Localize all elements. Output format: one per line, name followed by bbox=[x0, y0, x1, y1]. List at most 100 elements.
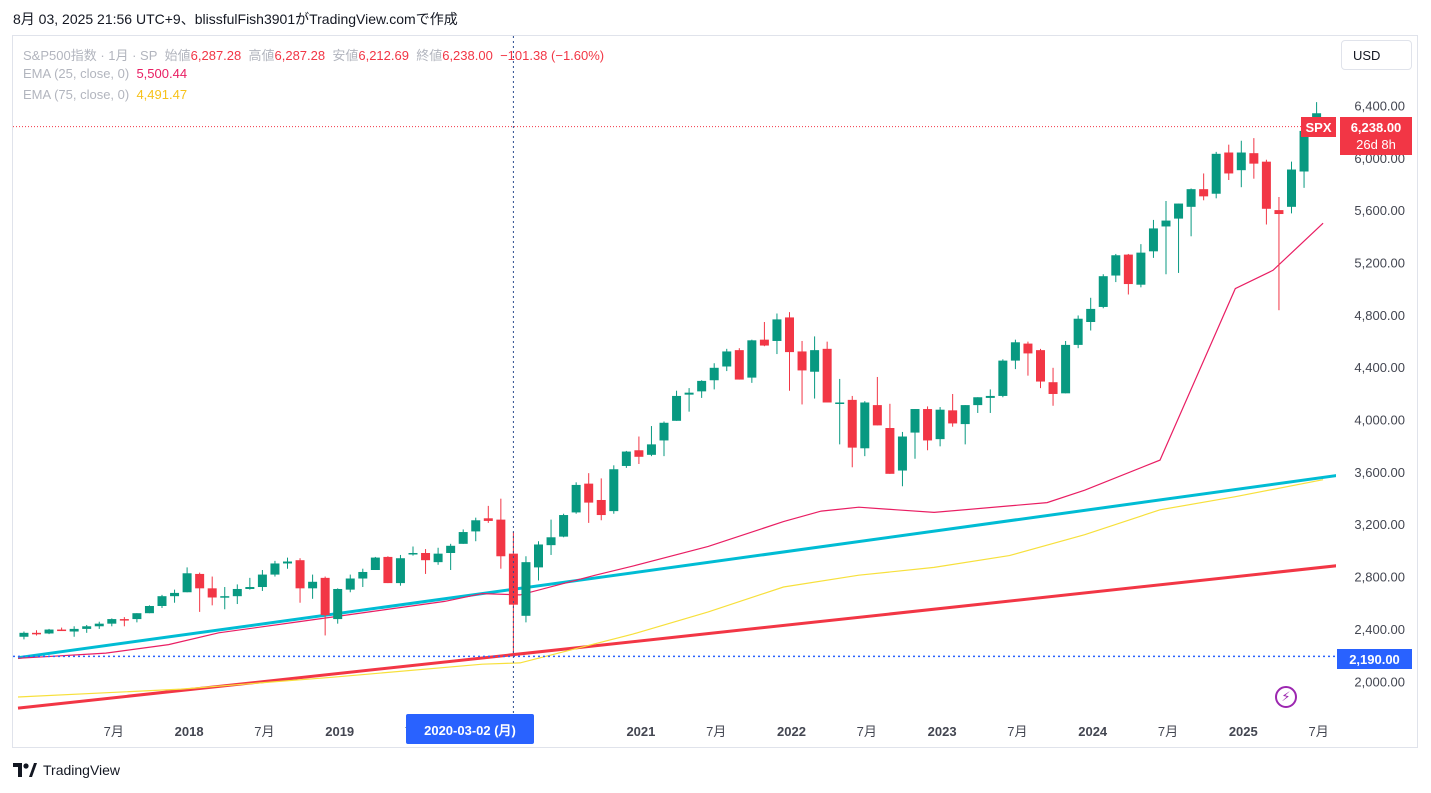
candle-body bbox=[860, 402, 870, 449]
candle-body bbox=[672, 395, 682, 421]
x-axis-tick-label: 7月 bbox=[706, 724, 726, 739]
candle-body bbox=[872, 405, 882, 426]
chart-frame bbox=[12, 35, 1418, 748]
crosshair-date-tag: 2020-03-02 (月) bbox=[406, 714, 534, 744]
x-axis-tick-label: 2023 bbox=[928, 724, 957, 739]
candle-body bbox=[1236, 152, 1246, 171]
ema75-value: 4,491.47 bbox=[136, 87, 188, 102]
legend-open-label: 始値 bbox=[164, 48, 191, 63]
candle-body bbox=[220, 596, 230, 598]
chart-snapshot-header: 8月 03, 2025 21:56 UTC+9、blissfulFish3901… bbox=[13, 11, 458, 27]
x-axis-tick-label: 2018 bbox=[175, 724, 204, 739]
candle-body bbox=[232, 588, 242, 597]
x-axis-tick-label: 7月 bbox=[254, 724, 274, 739]
candle-body bbox=[94, 623, 104, 627]
y-axis-tick-label: 2,000.00 bbox=[1354, 674, 1405, 689]
horizontal-level-tag: 2,190.00 bbox=[1337, 649, 1412, 669]
flash-icon[interactable]: ⚡ bbox=[1275, 686, 1297, 708]
candle-body bbox=[358, 571, 368, 579]
legend-high-label: 高値 bbox=[248, 48, 275, 63]
legend-ema25-row[interactable]: EMA (25, close, 0) 5,500.44 bbox=[23, 66, 187, 81]
y-axis-tick-label: 4,800.00 bbox=[1354, 308, 1405, 323]
x-axis-tick-label: 7月 bbox=[1308, 724, 1328, 739]
y-axis-tick-label: 2,400.00 bbox=[1354, 622, 1405, 637]
bar-countdown: 26d 8h bbox=[1356, 137, 1396, 152]
candle-body bbox=[446, 545, 456, 553]
candle-body bbox=[383, 556, 393, 584]
trendline-cyan bbox=[17, 474, 1336, 660]
candle-body bbox=[1249, 153, 1259, 164]
candle-body bbox=[571, 484, 581, 513]
candle-body bbox=[835, 402, 845, 404]
candle-body bbox=[747, 340, 757, 378]
candle-body bbox=[646, 444, 656, 455]
x-axis-tick-label: 7月 bbox=[1007, 724, 1027, 739]
candle-body bbox=[508, 553, 518, 605]
legend-close-value: 6,238.00 bbox=[442, 48, 493, 63]
candle-body bbox=[44, 629, 54, 634]
y-axis-tick-label: 4,000.00 bbox=[1354, 413, 1405, 428]
candle-body bbox=[1048, 382, 1058, 394]
candle-body bbox=[32, 632, 41, 635]
candle-body bbox=[270, 563, 280, 575]
y-axis-tick-label: 3,600.00 bbox=[1354, 465, 1405, 480]
candle-body bbox=[546, 537, 556, 546]
candle-body bbox=[822, 348, 832, 403]
candle-body bbox=[621, 451, 631, 466]
y-axis-tick-label: 5,200.00 bbox=[1354, 255, 1405, 270]
candle-body bbox=[1186, 189, 1196, 207]
x-axis-tick-label: 2021 bbox=[626, 724, 655, 739]
candle-body bbox=[1274, 210, 1284, 215]
candle-body bbox=[1123, 254, 1133, 285]
candle-body bbox=[320, 577, 330, 616]
candle-body bbox=[634, 450, 644, 457]
legend-ohlc-row: S&P500指数 · 1月 · SP 始値6,287.28 高値6,287.28… bbox=[23, 45, 604, 64]
y-axis-tick-label: 2,800.00 bbox=[1354, 570, 1405, 585]
candle-body bbox=[170, 592, 180, 597]
candle-body bbox=[697, 380, 707, 392]
trendline-red bbox=[17, 564, 1336, 710]
candle-body bbox=[1174, 203, 1184, 219]
legend-open-value: 6,287.28 bbox=[190, 48, 242, 63]
candle-body bbox=[57, 629, 67, 632]
candle-body bbox=[1086, 308, 1096, 322]
candle-body bbox=[245, 587, 255, 589]
candle-body bbox=[960, 405, 970, 425]
candle-body bbox=[1261, 161, 1271, 209]
candle-body bbox=[1287, 169, 1296, 207]
tradingview-brand[interactable]: TradingView bbox=[13, 762, 120, 778]
candle-body bbox=[1199, 189, 1209, 197]
candle-body bbox=[82, 626, 92, 629]
y-axis-tick-label: 3,200.00 bbox=[1354, 517, 1405, 532]
candle-body bbox=[345, 578, 355, 590]
legend-ema75-row[interactable]: EMA (75, close, 0) 4,491.47 bbox=[23, 87, 187, 102]
candle-body bbox=[847, 399, 857, 448]
candle-body bbox=[659, 422, 669, 441]
x-axis-tick-label: 2019 bbox=[325, 724, 354, 739]
candle-body bbox=[471, 520, 481, 532]
x-axis-tick-label: 2024 bbox=[1078, 724, 1108, 739]
candle-body bbox=[1061, 344, 1071, 394]
legend-low-value: 6,212.69 bbox=[358, 48, 409, 63]
candle-body bbox=[1136, 252, 1146, 285]
ema25-value: 5,500.44 bbox=[136, 66, 188, 81]
ema75-line bbox=[17, 479, 1324, 698]
candle-body bbox=[207, 588, 217, 598]
candle-body bbox=[935, 409, 945, 440]
candle-body bbox=[333, 588, 343, 620]
candle-body bbox=[1010, 342, 1020, 361]
candle-body bbox=[421, 552, 431, 561]
candle-body bbox=[948, 410, 958, 424]
candle-body bbox=[295, 560, 305, 589]
candle-body bbox=[684, 392, 694, 395]
candle-body bbox=[1098, 276, 1108, 307]
candle-body bbox=[785, 317, 794, 353]
candle-body bbox=[1148, 228, 1158, 252]
currency-button[interactable]: USD bbox=[1341, 40, 1412, 70]
candle-body bbox=[1299, 130, 1309, 172]
candle-body bbox=[1023, 343, 1033, 354]
candle-body bbox=[559, 515, 569, 537]
candle-body bbox=[458, 532, 468, 544]
last-price-tag: 6,238.00 26d 8h bbox=[1340, 117, 1412, 155]
